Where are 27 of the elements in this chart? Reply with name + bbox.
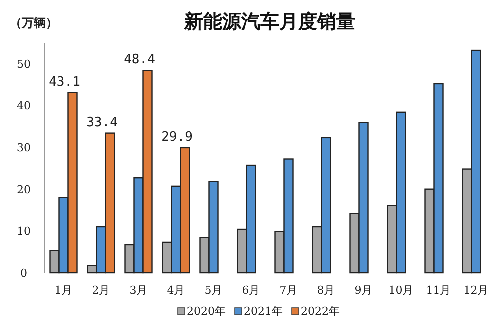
y-tick-label: 20	[17, 183, 31, 196]
x-tick-label: 3月	[130, 284, 148, 297]
x-tick-label: 11月	[426, 284, 452, 297]
data-label: 48.4	[124, 52, 156, 68]
x-tick-label: 7月	[280, 284, 298, 297]
y-axis-title: （万辆）	[10, 16, 58, 30]
legend-label: 2020年	[187, 305, 226, 318]
data-label: 43.1	[49, 74, 80, 90]
x-tick-label: 5月	[204, 284, 223, 297]
x-tick-label: 2月	[92, 284, 110, 297]
x-tick-label: 6月	[242, 284, 260, 297]
x-tick-label: 12月	[464, 284, 489, 297]
y-tick-label: 10	[17, 225, 31, 238]
y-tick-label: 50	[17, 58, 31, 71]
x-tick-label: 1月	[54, 284, 73, 297]
y-tick-label: 30	[17, 142, 31, 155]
x-tick-label: 9月	[354, 284, 373, 297]
y-tick-label: 0	[20, 267, 28, 280]
legend-label: 2021年	[244, 305, 283, 318]
y-tick-label: 40	[17, 100, 31, 113]
chart-title: 新能源汽车月度销量	[184, 11, 356, 33]
data-label: 29.9	[162, 130, 193, 145]
x-tick-label: 8月	[317, 284, 336, 297]
x-tick-label: 10月	[388, 284, 414, 297]
x-tick-label: 4月	[167, 284, 186, 297]
data-label: 33.4	[86, 115, 118, 130]
legend-label: 2022年	[301, 305, 340, 318]
